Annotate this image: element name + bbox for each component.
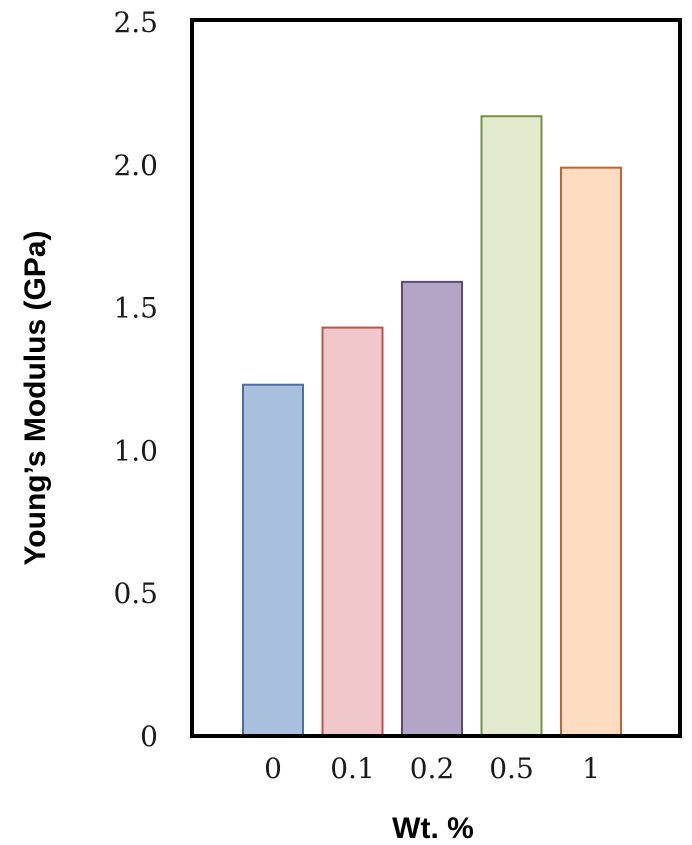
- bars: [242, 115, 622, 738]
- plot-frame: [190, 18, 682, 738]
- y-axis-ticks: 0 0.5 1.0 1.5 2.0 2.5: [113, 6, 158, 753]
- x-tick-label: 1: [582, 752, 600, 785]
- y-axis-title: Young’s Modulus (GPa): [19, 231, 52, 566]
- x-axis-title: Wt. %: [392, 812, 474, 845]
- x-tick-label: 0.2: [410, 752, 455, 785]
- y-tick-label: 1.5: [113, 292, 158, 325]
- x-tick-label: 0: [264, 752, 282, 785]
- y-tick-label: 2.0: [113, 149, 158, 182]
- x-axis-ticks: 0 0.1 0.2 0.5 1: [264, 752, 600, 785]
- bar-0-1: [321, 326, 384, 737]
- bar-0-2: [401, 280, 463, 737]
- x-tick-label: 0.1: [330, 752, 375, 785]
- y-tick-label: 1.0: [113, 434, 158, 467]
- y-tick-label: 0.5: [113, 577, 158, 610]
- bar-0-5: [480, 115, 543, 738]
- bar-0: [242, 383, 304, 737]
- y-tick-label: 2.5: [113, 6, 158, 39]
- y-tick-label: 0: [140, 720, 158, 753]
- bar-1: [560, 166, 622, 737]
- x-tick-label: 0.5: [489, 752, 534, 785]
